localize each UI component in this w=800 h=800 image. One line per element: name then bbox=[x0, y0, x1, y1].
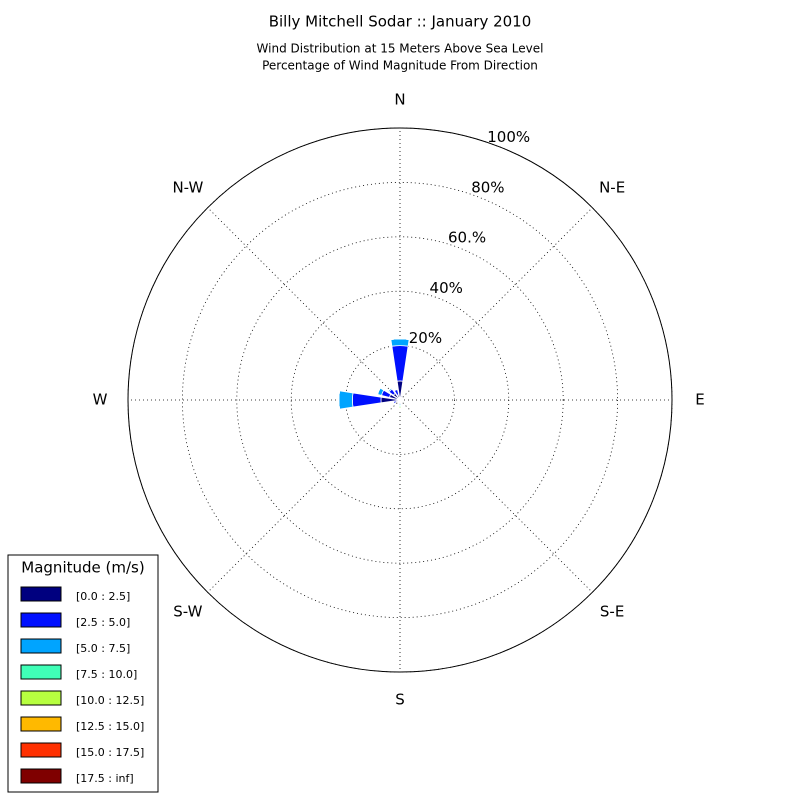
wedge bbox=[387, 387, 392, 392]
legend-label: [12.5 : 15.0] bbox=[76, 720, 144, 733]
legend-label: [17.5 : inf] bbox=[76, 772, 134, 785]
wedge bbox=[352, 392, 382, 408]
legend-swatch bbox=[20, 664, 62, 680]
grid-spoke bbox=[207, 399, 401, 593]
radial-tick-label: 40% bbox=[430, 279, 463, 297]
grid-spoke bbox=[399, 207, 593, 401]
wedge bbox=[338, 390, 354, 410]
grid-circle bbox=[345, 345, 455, 455]
wedge bbox=[391, 345, 409, 382]
chart-subtitle: Percentage of Wind Magnitude From Direct… bbox=[262, 59, 538, 73]
grid-circle bbox=[236, 236, 564, 564]
chart-subtitle: Wind Distribution at 15 Meters Above Sea… bbox=[257, 42, 544, 56]
legend-label: [5.0 : 7.5] bbox=[76, 642, 130, 655]
grid-spoke bbox=[399, 399, 593, 593]
legend-label: [2.5 : 5.0] bbox=[76, 616, 130, 629]
grid-spoke bbox=[207, 207, 401, 401]
radial-tick-label: 80% bbox=[471, 178, 504, 196]
radial-tick-label: 20% bbox=[409, 329, 442, 347]
radial-tick-label: 60.% bbox=[448, 229, 486, 247]
radial-tick-label: 100% bbox=[487, 128, 530, 146]
legend-swatch bbox=[20, 768, 62, 784]
legend-title: Magnitude (m/s) bbox=[21, 559, 144, 577]
legend-swatch bbox=[20, 716, 62, 732]
wedge bbox=[392, 401, 394, 405]
direction-label: N-E bbox=[599, 178, 625, 196]
legend-swatch bbox=[20, 742, 62, 758]
legend-label: [15.0 : 17.5] bbox=[76, 746, 144, 759]
legend-label: [7.5 : 10.0] bbox=[76, 668, 137, 681]
legend-label: [0.0 : 2.5] bbox=[76, 590, 130, 603]
wedge bbox=[393, 388, 398, 391]
polar-frame bbox=[127, 127, 673, 673]
chart-title: Billy Mitchell Sodar :: January 2010 bbox=[269, 13, 532, 31]
direction-label: S-E bbox=[600, 603, 624, 621]
direction-label: W bbox=[93, 391, 108, 409]
legend-swatch bbox=[20, 638, 62, 654]
direction-label: S-W bbox=[173, 603, 202, 621]
direction-label: E bbox=[695, 391, 704, 409]
wedge bbox=[390, 338, 410, 347]
legend-swatch bbox=[20, 612, 62, 628]
direction-label: N-W bbox=[172, 178, 203, 196]
grid-circle bbox=[181, 181, 619, 619]
direction-label: N bbox=[394, 91, 405, 109]
legend-swatch bbox=[20, 690, 62, 706]
legend-swatch bbox=[20, 586, 62, 602]
direction-label: S bbox=[395, 691, 405, 709]
legend-label: [10.0 : 12.5] bbox=[76, 694, 144, 707]
